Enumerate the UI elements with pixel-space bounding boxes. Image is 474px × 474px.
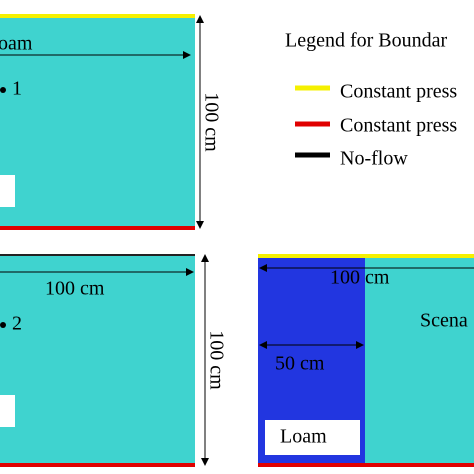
material-label: Loam [280, 426, 327, 448]
legend-item: Constant press [340, 81, 457, 103]
domain [0, 255, 195, 465]
dimension-label: 100 cm [205, 330, 227, 390]
dimension-label: 100 cm [200, 92, 222, 152]
scenario-label: Scena [420, 310, 468, 332]
legend-title: Legend for Boundar [285, 30, 448, 52]
point [0, 87, 6, 93]
dimension-label: 100 cm [330, 267, 390, 289]
dimension-label: 50 cm [275, 353, 325, 375]
point-label: 2 [12, 313, 22, 335]
point-label: 1 [12, 78, 22, 100]
material-box [265, 420, 360, 455]
legend-item: Constant press [340, 115, 457, 137]
inset-box [0, 395, 15, 427]
dimension-label: 100 cm [45, 278, 105, 300]
inset-box [0, 175, 15, 207]
point [0, 322, 6, 328]
domain [0, 16, 195, 228]
legend-item: No-flow [340, 148, 408, 170]
label: oam [0, 33, 33, 55]
